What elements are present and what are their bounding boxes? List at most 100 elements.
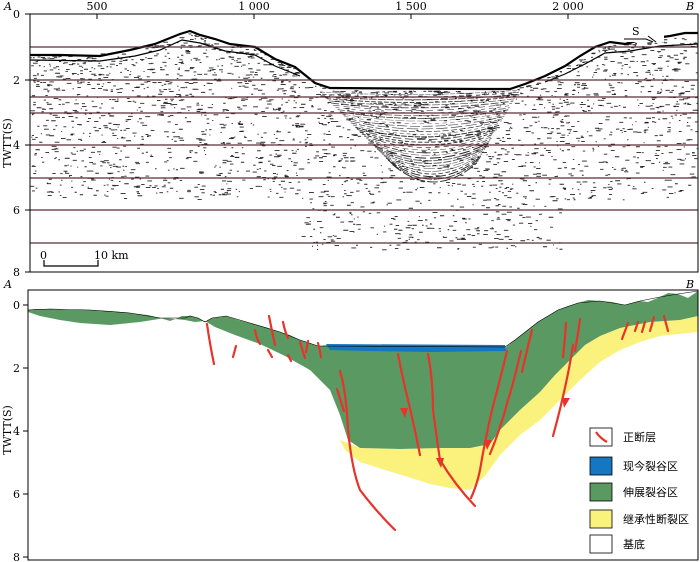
basin-reflector [374, 144, 488, 162]
basin-reflector [319, 89, 521, 95]
fault-line [561, 321, 568, 359]
x-tick-label: 1 000 [238, 0, 270, 13]
legend-item-current-rift: 现今裂谷区 [589, 456, 678, 476]
seafloor-outline [27, 290, 699, 348]
fault-line [231, 344, 238, 359]
basin-reflector [341, 111, 508, 122]
fault-line [488, 349, 523, 456]
basin-reflector [344, 113, 506, 124]
basin-reflector [376, 146, 487, 164]
legend-item-basement: 基底 [589, 534, 645, 554]
basin-reflector [357, 126, 499, 141]
basin-reflector [363, 133, 495, 148]
basin-reflector [385, 155, 482, 175]
y-tick-label: 2 [13, 74, 20, 87]
horizon-gridlines [30, 46, 698, 244]
y-tick-label: 2 [13, 362, 20, 375]
point-b-label: B [685, 0, 694, 13]
fault-line [633, 320, 640, 333]
legend-label: 基底 [623, 537, 645, 551]
basin-reflector [350, 120, 502, 132]
y-tick-label: 4 [13, 425, 20, 438]
legend-label: 继承性断裂区 [623, 512, 689, 526]
point-b-label: B [685, 278, 694, 291]
fault-line [520, 328, 534, 374]
inherited-fault-zone [340, 316, 698, 490]
fault-line [648, 315, 656, 333]
fault-line [267, 314, 277, 347]
basin-reflector [366, 135, 493, 151]
basin-reflector [355, 124, 500, 138]
fault-line [205, 322, 216, 366]
fault-line [573, 317, 582, 353]
interpretation-frame [27, 289, 699, 561]
fault-line [281, 320, 290, 340]
y-axis-ticks [25, 13, 30, 273]
basin-reflector [326, 96, 517, 103]
basin-reflector [392, 162, 478, 183]
fault-line [620, 321, 630, 341]
basin-reflector [335, 105, 511, 114]
fault-line [338, 369, 397, 532]
fault-line [426, 352, 477, 508]
fault-arrow [562, 398, 570, 408]
subsurface-reflector [544, 43, 698, 83]
y-tick-label: 8 [13, 551, 20, 562]
y-tick-label: 6 [13, 204, 20, 217]
legend-item-normal-fault: 正断层 [589, 427, 656, 447]
subsurface-reflector [30, 39, 301, 77]
scale-length-label: 10 km [94, 249, 129, 262]
fault-line [335, 387, 346, 413]
basin-reflector [330, 100, 514, 109]
fault-line [396, 352, 422, 457]
fault-line [640, 320, 647, 334]
basin-reflector [370, 140, 491, 156]
basin-reflector [368, 138, 492, 154]
y-tick-label: 0 [13, 8, 20, 21]
extensional-rift-zone [28, 291, 698, 449]
basin-reflector [348, 118, 504, 130]
fault-arrows [400, 398, 570, 468]
fault-arrow [484, 440, 492, 450]
basin-reflector [346, 116, 505, 127]
normal-faults [205, 314, 670, 532]
scale-bar: 0 10 km [40, 249, 129, 267]
legend-item-extensional-rift: 伸展裂谷区 [589, 482, 678, 502]
x-axis-ticks [96, 14, 569, 19]
basin-reflector [390, 160, 479, 180]
fault-line [298, 340, 307, 360]
basin-reflector [339, 109, 509, 119]
fault-arrow [436, 458, 444, 468]
legend-label: 正断层 [623, 430, 656, 444]
scale-zero-label: 0 [40, 249, 47, 262]
y-tick-label: 4 [13, 139, 20, 152]
fault-line [266, 348, 274, 359]
basin-reflector [352, 122, 501, 135]
basin-reflector [381, 151, 484, 169]
y-axis-ticks [23, 304, 28, 558]
point-a-label: A [3, 278, 12, 291]
y-tick-label: 6 [13, 488, 20, 501]
fault-line [662, 314, 670, 333]
basin-reflector [379, 149, 486, 167]
seismic-frame [29, 13, 699, 273]
y-tick-label: 0 [13, 299, 20, 312]
y-tick-label: 8 [13, 266, 20, 279]
basin-reflector [383, 153, 483, 172]
direction-label: S [632, 25, 640, 38]
point-a-label: A [3, 0, 12, 13]
seismic-reflections [30, 33, 698, 251]
fault-line [304, 339, 310, 354]
y-axis-title: TWTT(S) [1, 405, 14, 455]
x-tick-label: 2 000 [552, 0, 584, 13]
x-tick-label: 500 [87, 0, 108, 13]
basin-reflector [361, 131, 496, 146]
fault-line [253, 328, 262, 346]
legend-item-inherited-fault-zone: 继承性断裂区 [589, 509, 689, 529]
fault-arrow [400, 408, 408, 418]
legend-label: 伸展裂谷区 [623, 486, 678, 499]
seismic-noise [30, 33, 698, 251]
legend: 正断层 现今裂谷区 伸展裂谷区 继承性断裂区 基底 [589, 427, 689, 554]
basin-reflector [328, 98, 515, 106]
